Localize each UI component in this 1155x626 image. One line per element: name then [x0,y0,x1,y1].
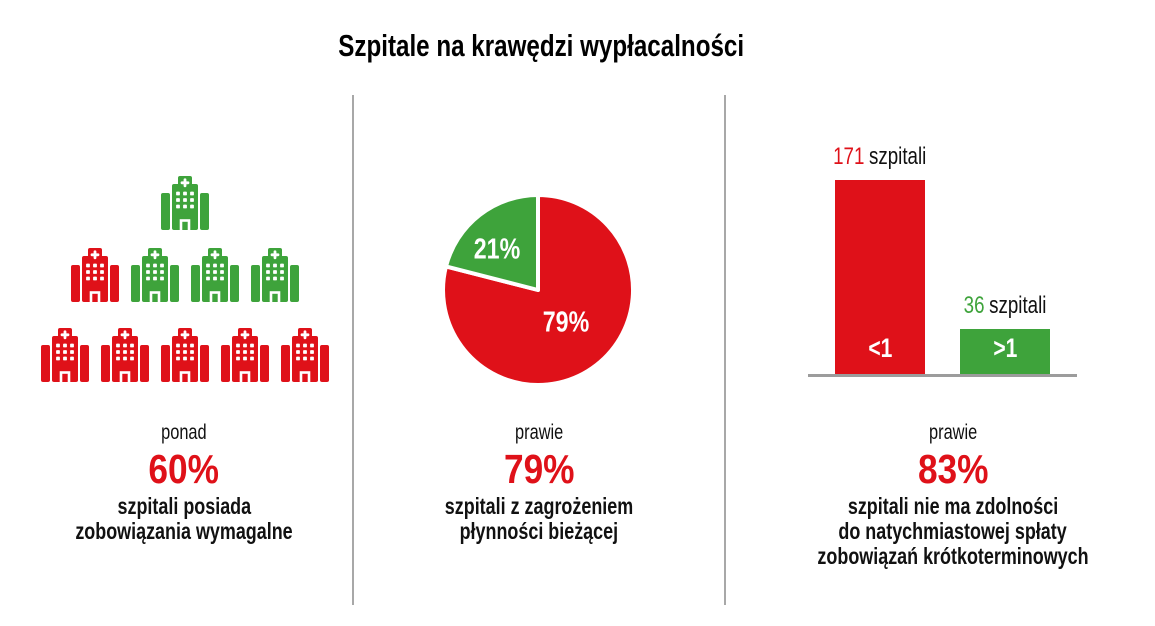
caption-pie: prawie 79% szpitali z zagrożeniem płynno… [418,420,660,544]
bar-green: >1 [960,329,1050,376]
pie-label-21: 21% [473,233,521,266]
hospital-row-1 [0,176,370,230]
page-title: Szpitale na krawędzi wypłacalności [0,30,1082,62]
caption-line: szpitali posiada [117,493,251,519]
bar-value-number: 36 [963,292,985,319]
caption-line: szpitali z zagrożeniem [444,493,634,519]
bar-value-label: 36 szpitali [952,294,1058,318]
caption-percent: 83% [917,446,989,492]
caption-intro: ponad [161,421,207,444]
hospital-row-3 [0,328,370,382]
bar-value-unit: szpitali [869,143,927,170]
caption-percent: 60% [148,446,220,492]
pie-chart [441,193,635,387]
hospital-icon [281,328,329,382]
bar-axis-label: <1 [867,333,893,363]
hospital-icon [161,328,209,382]
caption-intro: prawie [928,421,978,444]
caption-intro: prawie [514,421,564,444]
hospital-icon [131,248,179,302]
divider-line-right [724,95,726,605]
bar-value-number: 171 [833,143,865,170]
divider-line-left [352,95,354,605]
hospital-icon [161,176,209,230]
caption-percent: 79% [503,446,575,492]
bar-value-label: 171 szpitali [820,145,939,169]
hospital-icon [41,328,89,382]
caption-line: zobowiązań krótkoterminowych [817,543,1089,569]
bar-red: <1 [835,180,925,376]
pie-slice-minor [444,193,540,292]
caption-line: szpitali nie ma zdolności [847,493,1059,519]
hospital-icon [221,328,269,382]
caption-hospitals: ponad 60% szpitali posiada zobowiązania … [45,420,324,544]
bar-group-red: 171 szpitali <1 [833,145,927,376]
caption-line: zobowiązania wymagalne [75,518,293,544]
bar-group-green: 36 szpitali >1 [960,294,1050,376]
hospital-row-2 [0,248,370,302]
hospital-icon [101,328,149,382]
bar-value-unit: szpitali [989,292,1047,319]
pie-label-79: 79% [542,306,590,339]
hospital-icon [251,248,299,302]
caption-line: do natychmiastowej spłaty [838,518,1068,544]
caption-line: płynności bieżącej [459,518,619,544]
bar-baseline [808,374,1077,377]
hospital-pictogram [0,176,370,382]
bar-axis-label: >1 [992,333,1018,363]
hospital-icon [191,248,239,302]
caption-bars: prawie 83% szpitali nie ma zdolności do … [779,420,1127,569]
page-title-text: Szpitale na krawędzi wypłacalności [338,28,744,63]
hospital-icon [71,248,119,302]
